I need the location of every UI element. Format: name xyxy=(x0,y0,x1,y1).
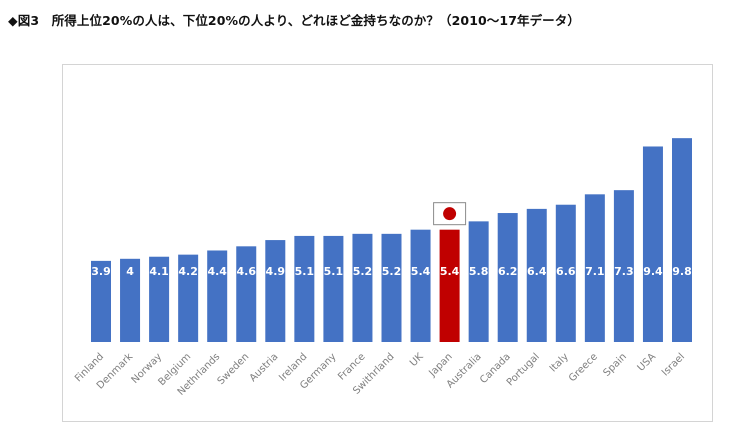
bar-australia xyxy=(468,221,489,342)
tick-label-italy: Italy xyxy=(548,351,571,374)
data-label-finland: 3.9 xyxy=(91,265,111,278)
tick-label-usa: USA xyxy=(636,351,659,374)
data-label-canada: 6.2 xyxy=(498,265,518,278)
bar-norway xyxy=(149,256,170,342)
tick-label-uk: UK xyxy=(408,351,426,369)
data-label-portugal: 6.4 xyxy=(527,265,547,278)
data-label-greece: 7.1 xyxy=(585,265,605,278)
bar-spain xyxy=(613,190,634,342)
tick-label-spain: Spain xyxy=(601,351,629,379)
data-label-spain: 7.3 xyxy=(614,265,634,278)
data-label-japan: 5.4 xyxy=(440,265,460,278)
bar-canada xyxy=(497,213,518,342)
data-label-usa: 9.4 xyxy=(643,265,663,278)
bar-belgium xyxy=(178,254,199,342)
tick-label-japan: Japan xyxy=(427,351,455,379)
bar-usa xyxy=(642,146,663,342)
bar-portugal xyxy=(526,208,547,342)
bar-finland xyxy=(91,260,111,342)
bar-austria xyxy=(265,240,286,342)
bar-italy xyxy=(555,204,576,342)
bar-denmark xyxy=(120,258,141,342)
bar-israel xyxy=(672,138,692,342)
bar-chart: 3.9Finland4Denmark4.1Norway4.2Belgium4.4… xyxy=(73,138,692,398)
bar-nethrlands xyxy=(207,250,228,342)
bar-uk xyxy=(410,229,431,342)
data-label-australia: 5.8 xyxy=(469,265,489,278)
page-title: ◆図3 所得上位20%の人は、下位20%の人より、どれほど金持ちなのか？（201… xyxy=(8,13,580,28)
bar-germany xyxy=(323,235,344,342)
bar-greece xyxy=(584,194,605,342)
data-label-nethrlands: 4.4 xyxy=(207,265,227,278)
data-label-uk: 5.4 xyxy=(411,265,431,278)
data-label-italy: 6.6 xyxy=(556,265,576,278)
data-label-swithrland: 5.2 xyxy=(382,265,402,278)
bar-ireland xyxy=(294,235,315,342)
data-label-israel: 9.8 xyxy=(672,265,692,278)
data-label-denmark: 4 xyxy=(126,265,134,278)
data-label-norway: 4.1 xyxy=(149,265,169,278)
bar-france xyxy=(352,233,373,342)
bar-swithrland xyxy=(381,233,402,342)
tick-label-sweden: Sweden xyxy=(216,351,252,387)
data-label-france: 5.2 xyxy=(353,265,373,278)
tick-label-austria: Austria xyxy=(248,351,281,384)
data-label-sweden: 4.6 xyxy=(237,265,257,278)
tick-label-greece: Greece xyxy=(567,351,600,384)
bar-japan xyxy=(439,229,460,342)
data-label-ireland: 5.1 xyxy=(295,265,315,278)
data-label-germany: 5.1 xyxy=(324,265,344,278)
bar-sweden xyxy=(236,246,257,342)
tick-label-israel: Israel xyxy=(660,351,687,378)
japan-flag-sun-icon xyxy=(443,207,457,221)
data-label-austria: 4.9 xyxy=(266,265,286,278)
data-label-belgium: 4.2 xyxy=(178,265,198,278)
chart-panel: 3.9 Finland 4 Denmark 4.1 Norway 4.2 Belgium 4.4… xyxy=(62,64,713,422)
